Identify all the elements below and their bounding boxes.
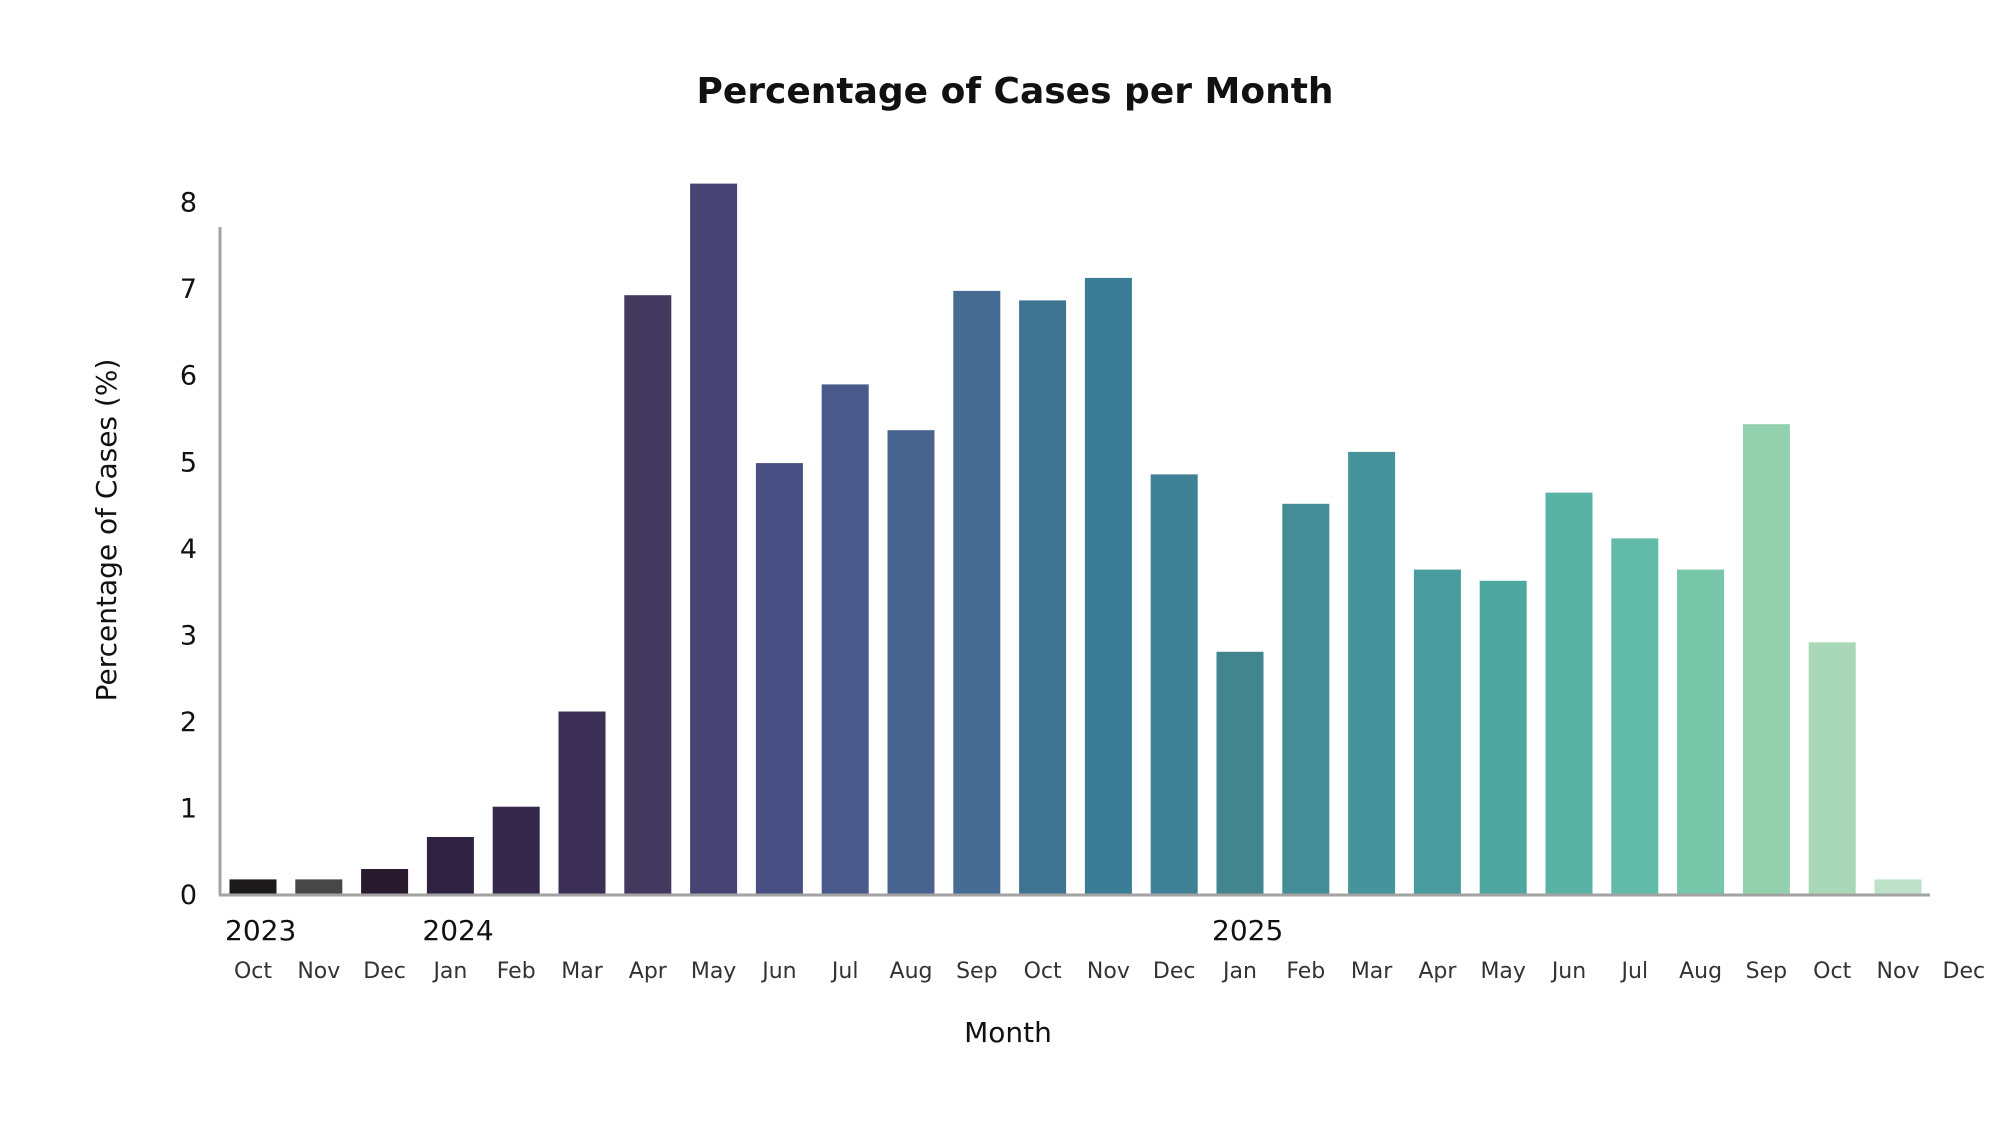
bars-layer bbox=[229, 183, 1922, 896]
bar-dec-14 bbox=[1150, 474, 1198, 895]
x-axis-label: Month bbox=[964, 1016, 1052, 1049]
x-tick-label: Jul bbox=[1620, 959, 1649, 984]
y-tick-label: 2 bbox=[180, 707, 197, 738]
bar-jun-20 bbox=[1545, 492, 1593, 895]
bar-apr-6 bbox=[624, 295, 672, 895]
bar-jan-15 bbox=[1216, 651, 1264, 895]
bar-oct-12 bbox=[1019, 300, 1067, 895]
y-tick-label: 6 bbox=[180, 361, 197, 392]
bar-jul-21 bbox=[1611, 538, 1659, 895]
y-tick-label: 0 bbox=[180, 880, 197, 911]
x-tick-label: Apr bbox=[629, 959, 668, 984]
bar-mar-5 bbox=[558, 711, 606, 895]
bar-may-19 bbox=[1479, 580, 1527, 895]
bar-nov-13 bbox=[1084, 277, 1132, 895]
bar-feb-16 bbox=[1282, 503, 1330, 895]
x-tick-label: Nov bbox=[1087, 959, 1130, 984]
x-year-label: 2023 bbox=[225, 914, 296, 947]
x-tick-label: Sep bbox=[956, 959, 997, 984]
x-tick-label: Dec bbox=[1943, 959, 1986, 984]
y-tick-label: 5 bbox=[180, 447, 197, 478]
x-tick-label: Nov bbox=[1877, 959, 1920, 984]
bar-nov-1 bbox=[295, 879, 343, 895]
bar-jun-8 bbox=[755, 463, 803, 895]
bar-may-7 bbox=[690, 183, 738, 896]
x-tick-label: Oct bbox=[234, 959, 272, 984]
y-tick-label: 7 bbox=[180, 274, 197, 305]
x-tick-label: Sep bbox=[1746, 959, 1787, 984]
x-tick-label: Dec bbox=[1153, 959, 1196, 984]
x-tick-label: Dec bbox=[363, 959, 406, 984]
bar-oct-0 bbox=[229, 879, 277, 895]
x-tick-label: Nov bbox=[297, 959, 340, 984]
bar-feb-4 bbox=[492, 806, 540, 895]
bar-mar-17 bbox=[1348, 451, 1396, 895]
x-tick-label: Jul bbox=[830, 959, 859, 984]
y-tick-label: 4 bbox=[180, 534, 197, 565]
x-tick-label: Jan bbox=[1221, 959, 1257, 984]
x-tick-label: Oct bbox=[1813, 959, 1851, 984]
bar-dec-2 bbox=[361, 869, 409, 895]
y-axis-label: Percentage of Cases (%) bbox=[90, 359, 123, 702]
x-tick-label: Oct bbox=[1024, 959, 1062, 984]
x-tick-label: Aug bbox=[890, 959, 933, 984]
x-tick-label: Jun bbox=[1550, 959, 1586, 984]
x-year-label: 2025 bbox=[1212, 914, 1283, 947]
x-tick-label: May bbox=[691, 959, 736, 984]
chart-title: Percentage of Cases per Month bbox=[696, 71, 1333, 112]
bar-aug-10 bbox=[887, 430, 935, 895]
x-tick-label: Mar bbox=[1351, 959, 1393, 984]
bar-sep-23 bbox=[1742, 424, 1790, 895]
bar-sep-11 bbox=[953, 290, 1001, 895]
x-tick-label: Jan bbox=[431, 959, 467, 984]
y-tick-label: 8 bbox=[180, 188, 197, 219]
bar-jan-3 bbox=[426, 837, 474, 895]
y-tick-label: 3 bbox=[180, 620, 197, 651]
bar-oct-24 bbox=[1808, 642, 1856, 895]
x-tick-label: Feb bbox=[1286, 959, 1325, 984]
bar-nov-25 bbox=[1874, 879, 1922, 895]
x-tick-label: Mar bbox=[561, 959, 603, 984]
x-axis-ticks: Oct Nov Dec Jan Feb Mar Apr May Jun Jul Aug Sep Oct N… bbox=[225, 914, 1985, 984]
y-axis-ticks: 0 1 2 3 4 5 6 7 8 bbox=[180, 188, 197, 911]
x-tick-label: Feb bbox=[497, 959, 536, 984]
x-tick-label: May bbox=[1480, 959, 1525, 984]
x-tick-label: Aug bbox=[1679, 959, 1722, 984]
x-year-label: 2024 bbox=[422, 914, 493, 947]
bar-aug-22 bbox=[1677, 569, 1725, 895]
bar-jul-9 bbox=[821, 384, 869, 895]
x-tick-label: Apr bbox=[1418, 959, 1457, 984]
x-tick-label: Jun bbox=[760, 959, 796, 984]
y-tick-label: 1 bbox=[180, 794, 197, 825]
bar-apr-18 bbox=[1413, 569, 1461, 895]
